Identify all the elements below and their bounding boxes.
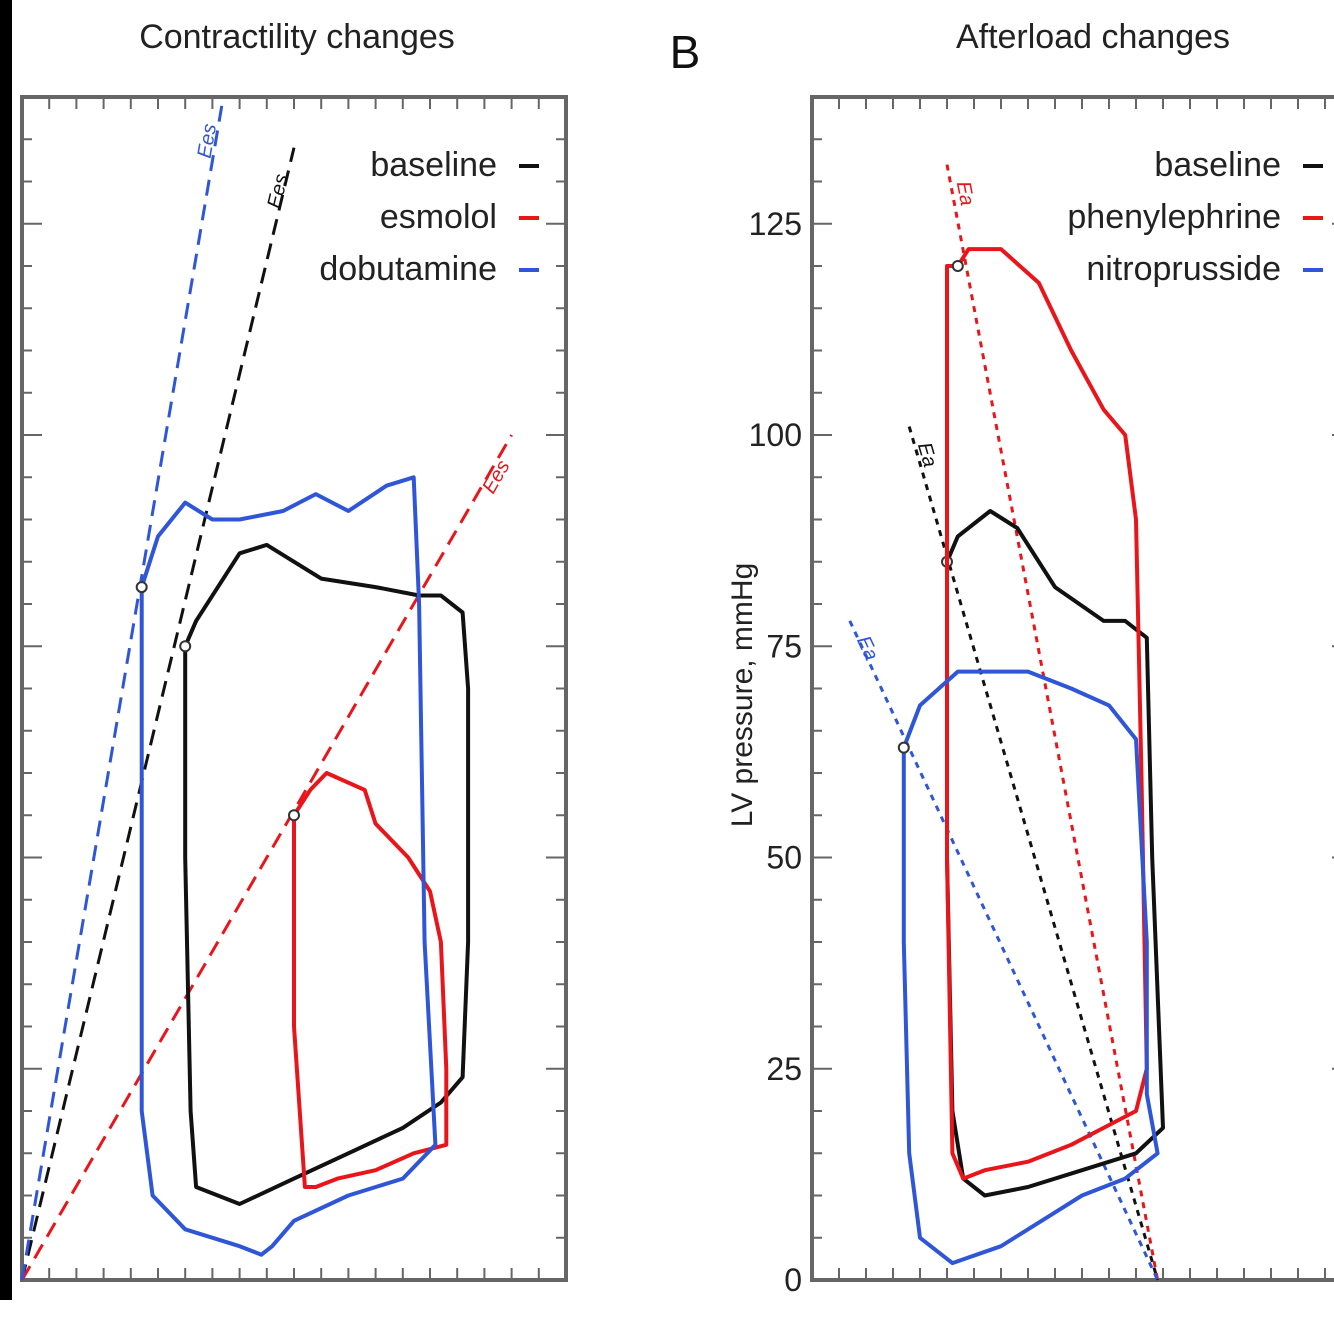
y-tick-label: 50: [766, 840, 802, 876]
nitroprusside-pv-loop: [901, 669, 1160, 1266]
left-edge-bar: [0, 0, 12, 1300]
esmolol-line-label: Ees: [478, 457, 514, 498]
phenylephrine-end-systolic-point: [951, 260, 964, 272]
phenylephrine-line-label: Ea: [952, 179, 978, 207]
panel-b-ylabel: LV pressure, mmHg: [726, 563, 759, 828]
panel-b-legend: baseline phenylephrine nitroprusside: [1067, 146, 1323, 288]
panel-a-ticks: [22, 97, 566, 1280]
esmolol-ees-line: [20, 434, 513, 1281]
phenylephrine-pv-loop: [945, 247, 1149, 1181]
panel-a-loops: [135, 475, 471, 1257]
dobutamine-ees-line: [20, 96, 225, 1281]
baseline-line-label: Ea: [913, 440, 941, 470]
panel-a-title: Contractility changes: [139, 18, 455, 56]
panel-b: B Afterload changes LV pressure, mmHg 0 2…: [670, 18, 1334, 1298]
panel-a-legend: baseline esmolol dobutamine: [319, 146, 539, 288]
dobutamine-end-systolic-point: [135, 581, 148, 594]
legend-entry-esmolol: esmolol: [380, 198, 497, 236]
phenylephrine-ea-line: [945, 164, 1160, 1281]
baseline-pv-loop: [945, 509, 1165, 1198]
y-tick-label: 75: [766, 628, 802, 664]
legend-entry-baseline: baseline: [1154, 146, 1281, 184]
esmolol-end-systolic-point: [288, 809, 300, 822]
y-tick-label: 125: [749, 206, 802, 242]
legend-entry-dobutamine: dobutamine: [319, 250, 497, 288]
y-tick-label: 25: [766, 1051, 802, 1087]
baseline-line-label: Ees: [263, 172, 292, 211]
panel-b-title: Afterload changes: [956, 18, 1230, 56]
esmolol-pv-loop: [292, 771, 449, 1189]
dobutamine-line-label: Ees: [194, 122, 221, 160]
legend-entry-phenylephrine: phenylephrine: [1067, 198, 1281, 236]
y-tick-label: 0: [784, 1262, 802, 1298]
panel-a-espvr-lines: Ees Ees Ees: [20, 96, 515, 1281]
nitroprusside-end-systolic-point: [897, 741, 910, 754]
baseline-end-systolic-point: [179, 640, 192, 653]
baseline-pv-loop: [183, 542, 471, 1206]
panel-b-letter: B: [670, 26, 701, 78]
nitroprusside-ea-line: [848, 620, 1159, 1281]
y-tick-label: 100: [749, 417, 802, 453]
panel-b-loops: [897, 247, 1165, 1266]
legend-entry-nitroprusside: nitroprusside: [1086, 250, 1281, 288]
dobutamine-pv-loop: [139, 475, 438, 1257]
baseline-ees-line: [20, 147, 296, 1281]
panel-b-ticks: 0 25 50 75 100 125: [749, 97, 1334, 1298]
panel-a: Contractility changes Ees Ees Ees baseline…: [20, 18, 568, 1282]
baseline-ea-line: [907, 426, 1160, 1281]
legend-entry-baseline: baseline: [370, 146, 497, 184]
